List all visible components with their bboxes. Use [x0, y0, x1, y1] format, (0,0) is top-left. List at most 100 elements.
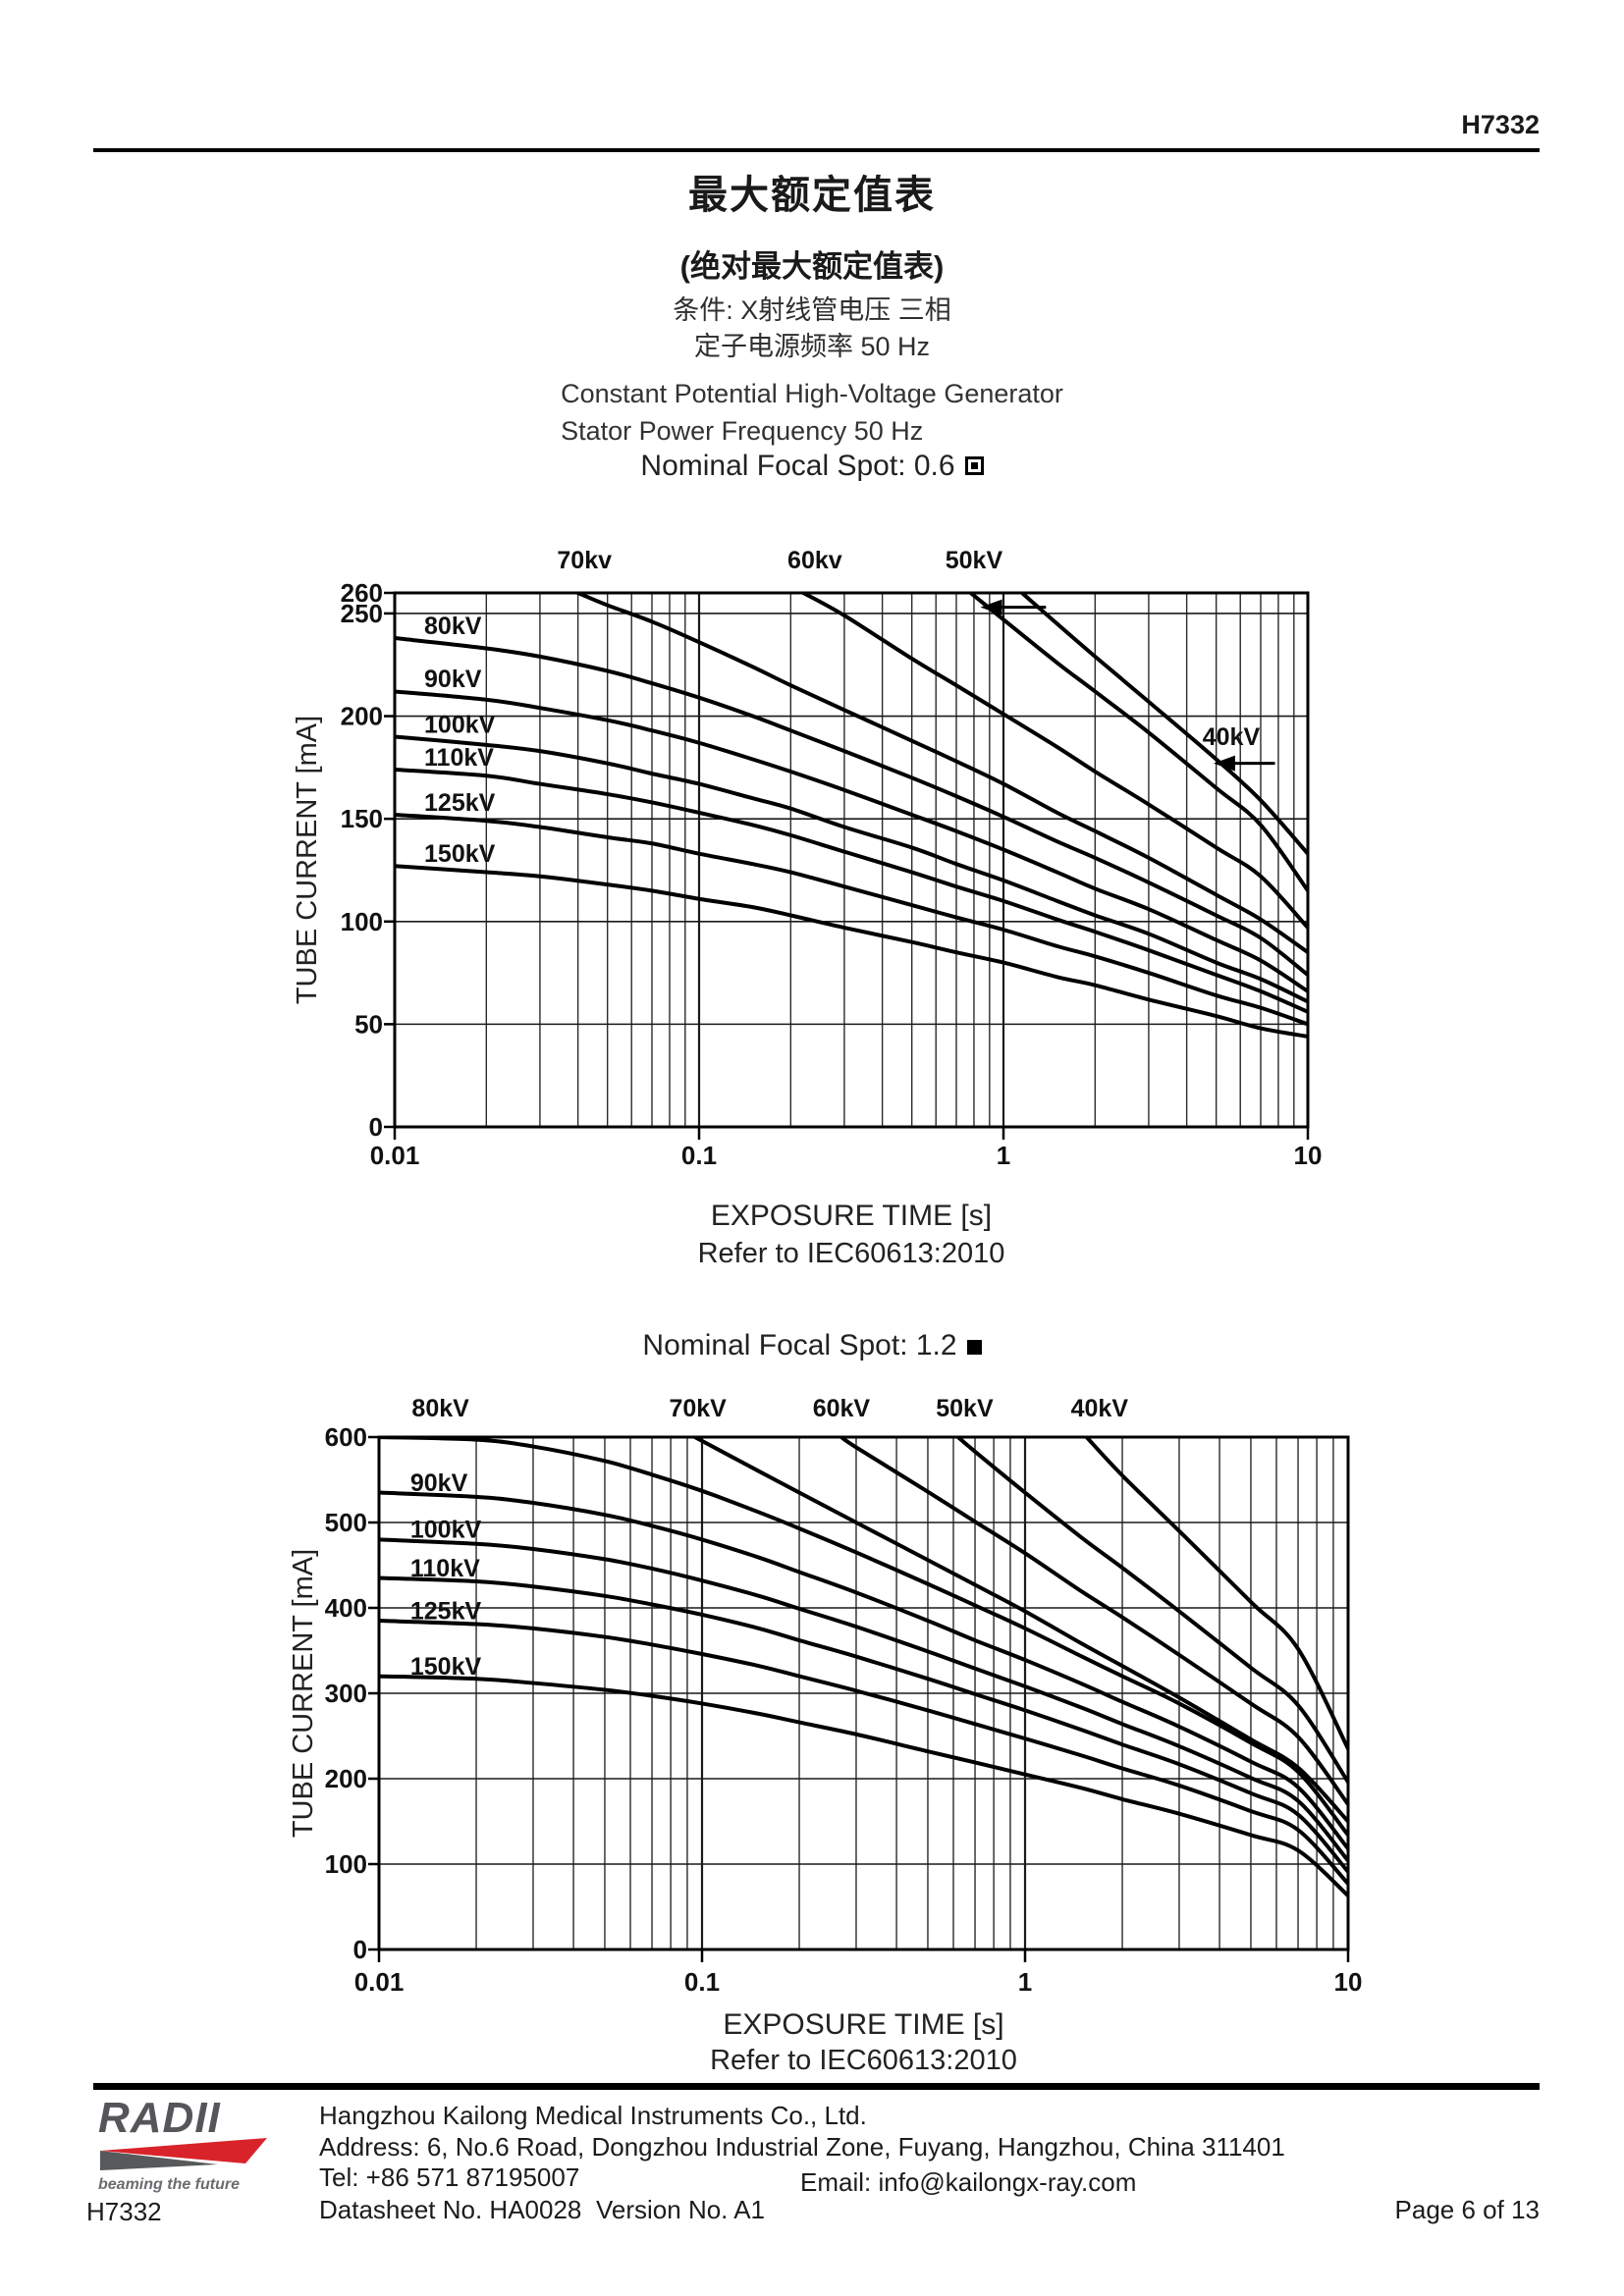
condition-line-2: 定子电源频率 50 Hz: [693, 332, 931, 361]
svg-text:100: 100: [325, 1849, 367, 1879]
curve-125kV: [395, 812, 1308, 1027]
svg-text:60kv: 60kv: [787, 547, 842, 574]
svg-text:EXPOSURE TIME [s]: EXPOSURE TIME [s]: [723, 2008, 1003, 2041]
svg-text:0.1: 0.1: [684, 1967, 720, 1997]
svg-text:100kV: 100kV: [410, 1517, 482, 1544]
svg-text:100kV: 100kV: [424, 711, 496, 738]
svg-text:90kV: 90kV: [424, 666, 482, 693]
annotation-arrowhead-icon: [980, 599, 1002, 615]
radii-logo: RADII beaming the future: [98, 2094, 275, 2194]
svg-text:10: 10: [1294, 1141, 1323, 1170]
curve-150kV: [379, 1674, 1348, 1898]
svg-text:400: 400: [325, 1593, 367, 1623]
footer-version-no: Version No. A1: [596, 2195, 765, 2224]
chart-title-large-focus-text: Nominal Focal Spot: 1.2: [642, 1329, 957, 1362]
svg-text:60kV: 60kV: [813, 1395, 871, 1422]
header-doc-code: H7332: [1461, 110, 1540, 139]
svg-text:0: 0: [369, 1112, 383, 1142]
chart-title-large-focus: Nominal Focal Spot: 1.2: [0, 1329, 1624, 1362]
curve-50kV: [968, 593, 1308, 893]
svg-text:0.1: 0.1: [681, 1141, 717, 1170]
svg-text:200: 200: [341, 702, 383, 731]
svg-text:TUBE CURRENT [mA]: TUBE CURRENT [mA]: [292, 716, 323, 1004]
curve-100kV: [379, 1537, 1348, 1863]
stator-line: Stator Power Frequency 50 Hz: [561, 416, 924, 446]
chart-title-small-focus-text: Nominal Focal Spot: 0.6: [640, 450, 955, 482]
rating-chart-large-focus: 0 100 200 300 400 500 600 0.01 0.1 1 10 EXPOSURE TI…: [288, 1395, 1362, 2076]
svg-text:0.01: 0.01: [354, 1967, 405, 1997]
curve-110kV: [379, 1575, 1348, 1874]
footer-datasheet-no: Datasheet No. HA0028: [319, 2195, 582, 2224]
curve-90kV: [379, 1490, 1348, 1851]
page-title: 最大额定值表: [688, 174, 936, 217]
svg-text:1: 1: [1018, 1967, 1032, 1997]
curve-110kV: [395, 767, 1308, 1014]
curve-100kV: [395, 734, 1308, 1004]
header-rule: [93, 148, 1540, 152]
svg-text:500: 500: [325, 1508, 367, 1537]
condition-line-1: 条件: X射线管电压 三相: [673, 295, 951, 325]
curve-80kV: [395, 636, 1308, 978]
svg-text:150: 150: [341, 804, 383, 833]
svg-text:260: 260: [341, 578, 383, 608]
generator-line: Constant Potential High-Voltage Generato…: [561, 379, 1063, 408]
svg-text:50kV: 50kV: [946, 547, 1003, 574]
svg-text:110kV: 110kV: [410, 1555, 480, 1582]
curve-70kV: [692, 1437, 1348, 1824]
footer-company: Hangzhou Kailong Medical Instruments Co.…: [319, 2101, 867, 2130]
curve-50kV: [955, 1437, 1348, 1785]
logo-swoosh-icon: [100, 2138, 267, 2170]
svg-text:125kV: 125kV: [410, 1597, 482, 1625]
curve-60kv: [801, 593, 1308, 931]
svg-text:200: 200: [325, 1764, 367, 1793]
svg-text:110kV: 110kV: [424, 744, 494, 772]
focal-spot-marker-outlined-icon: [964, 456, 984, 475]
svg-text:125kV: 125kV: [424, 789, 496, 817]
svg-text:40kV: 40kV: [1071, 1395, 1129, 1422]
svg-text:Refer to IEC60613:2010: Refer to IEC60613:2010: [710, 2045, 1017, 2076]
svg-text:150kV: 150kV: [410, 1653, 482, 1681]
page-subtitle: (绝对最大额定值表): [679, 249, 945, 284]
footer-rule: [93, 2083, 1540, 2090]
svg-text:80kV: 80kV: [411, 1395, 469, 1422]
curve-70kv: [575, 593, 1308, 955]
focal-spot-marker-filled-icon: [966, 1340, 982, 1355]
curve-60kV: [839, 1437, 1348, 1807]
footer-tel: Tel: +86 571 87195007: [319, 2163, 580, 2192]
footer-doc-code: H7332: [86, 2197, 162, 2226]
svg-text:150kV: 150kV: [424, 840, 496, 868]
curve-40kV: [1019, 593, 1308, 856]
svg-text:0.01: 0.01: [370, 1141, 420, 1170]
svg-text:50kV: 50kV: [936, 1395, 994, 1422]
footer-email: Email: info@kailongx-ray.com: [800, 2167, 1137, 2197]
svg-text:40kV: 40kV: [1203, 723, 1261, 751]
svg-text:TUBE CURRENT [mA]: TUBE CURRENT [mA]: [288, 1549, 319, 1838]
svg-text:Refer to IEC60613:2010: Refer to IEC60613:2010: [698, 1238, 1005, 1269]
svg-text:250: 250: [341, 599, 383, 628]
svg-text:100: 100: [341, 907, 383, 936]
curve-90kV: [395, 689, 1308, 993]
curve-80kV: [379, 1437, 1348, 1838]
chart-title-small-focus: Nominal Focal Spot: 0.6: [0, 450, 1624, 483]
footer-address: Address: 6, No.6 Road, Dongzhou Industri…: [319, 2132, 1285, 2162]
annotation-arrowhead-icon: [1213, 755, 1235, 772]
svg-text:10: 10: [1334, 1967, 1363, 1997]
svg-text:50: 50: [354, 1009, 383, 1039]
svg-text:600: 600: [325, 1422, 367, 1452]
svg-text:70kV: 70kV: [669, 1395, 727, 1422]
curve-125kV: [379, 1619, 1348, 1887]
svg-text:1: 1: [997, 1141, 1010, 1170]
logo-wordmark: RADII: [98, 2094, 221, 2142]
curve-40kV: [1084, 1437, 1348, 1751]
svg-text:70kv: 70kv: [557, 547, 612, 574]
svg-text:80kV: 80kV: [424, 613, 482, 640]
svg-text:0: 0: [353, 1935, 367, 1964]
svg-text:300: 300: [325, 1679, 367, 1708]
footer-page-number: Page 6 of 13: [1394, 2195, 1540, 2224]
logo-tagline: beaming the future: [98, 2176, 241, 2193]
english-condition-block: Constant Potential High-Voltage Generato…: [0, 375, 1624, 450]
curve-150kV: [395, 864, 1308, 1039]
